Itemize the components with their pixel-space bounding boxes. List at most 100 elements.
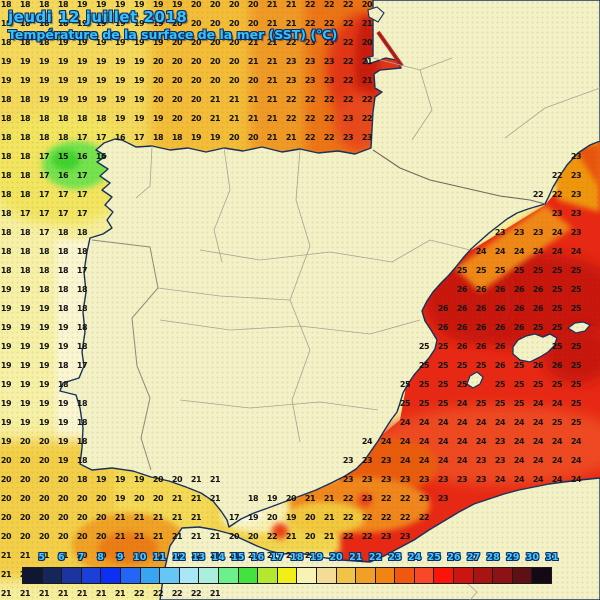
sst-value: 20 [152, 475, 164, 484]
sst-value: 25 [456, 380, 468, 389]
sst-value: 21 [266, 114, 278, 123]
sst-value: 23 [323, 38, 335, 47]
scale-segment [493, 568, 513, 583]
sst-value: 15 [57, 152, 69, 161]
scale-segment [218, 568, 239, 583]
sst-value: 22 [152, 551, 164, 560]
sst-value: 20 [171, 57, 183, 66]
sst-value: 19 [38, 304, 50, 313]
sst-value: 24 [513, 475, 525, 484]
sst-value: 18 [57, 114, 69, 123]
sst-value: 23 [285, 76, 297, 85]
sst-value: 19 [38, 418, 50, 427]
sst-value: 23 [532, 228, 544, 237]
scale-segment [356, 568, 376, 583]
sst-value: 24 [532, 418, 544, 427]
sst-value: 18 [38, 285, 50, 294]
sst-value: 18 [76, 323, 88, 332]
scale-segment [336, 568, 357, 583]
sst-value: 24 [551, 228, 563, 237]
sst-value: 18 [19, 114, 31, 123]
sst-value: 20 [209, 38, 221, 47]
sst-value: 23 [323, 76, 335, 85]
sst-value: 24 [456, 418, 468, 427]
scale-label: 10 [133, 552, 147, 563]
sst-value: 18 [0, 38, 12, 47]
scale-label: 21 [349, 552, 363, 563]
temperature-scale [22, 567, 552, 584]
sst-value: 24 [532, 475, 544, 484]
scale-segment [179, 568, 200, 583]
sst-value: 19 [133, 57, 145, 66]
sst-value: 25 [551, 342, 563, 351]
sst-value: 20 [19, 475, 31, 484]
sst-value: 19 [114, 76, 126, 85]
sst-value: 23 [361, 475, 373, 484]
sst-value: 22 [323, 0, 335, 9]
sst-value: 22 [285, 114, 297, 123]
sst-value: 26 [456, 304, 468, 313]
sst-value: 18 [38, 247, 50, 256]
scale-label: 30 [525, 552, 539, 563]
sst-value: 18 [19, 38, 31, 47]
sst-value: 24 [399, 456, 411, 465]
sst-value: 24 [570, 475, 582, 484]
scale-segment [199, 568, 219, 583]
sst-value: 19 [0, 361, 12, 370]
sst-value: 24 [570, 247, 582, 256]
sst-value: 25 [494, 380, 506, 389]
sst-value: 20 [209, 57, 221, 66]
sst-value: 22 [342, 38, 354, 47]
sst-value: 24 [570, 456, 582, 465]
scale-segment [297, 568, 317, 583]
sst-value: 19 [133, 0, 145, 9]
sst-value: 25 [494, 266, 506, 275]
sst-value: 21 [285, 0, 297, 9]
sst-value: 19 [285, 513, 297, 522]
sst-value: 21 [0, 551, 12, 560]
sst-value: 20 [171, 114, 183, 123]
sst-value: 21 [152, 513, 164, 522]
sst-value: 20 [228, 76, 240, 85]
sst-value: 26 [532, 361, 544, 370]
sst-value: 24 [513, 456, 525, 465]
sst-value: 20 [247, 532, 259, 541]
sst-value: 19 [19, 76, 31, 85]
sst-value: 26 [456, 342, 468, 351]
sst-value: 19 [57, 342, 69, 351]
sst-value: 21 [361, 57, 373, 66]
sst-value: 25 [551, 418, 563, 427]
sst-value: 21 [171, 532, 183, 541]
sst-value: 18 [0, 266, 12, 275]
sst-value: 20 [0, 494, 12, 503]
sst-value: 21 [266, 0, 278, 9]
sst-value: 19 [152, 38, 164, 47]
sst-value: 20 [190, 114, 202, 123]
sst-value: 21 [209, 494, 221, 503]
scale-segment [23, 568, 43, 583]
sst-value: 24 [513, 247, 525, 256]
sst-value: 25 [551, 266, 563, 275]
sst-value: 21 [209, 589, 221, 598]
sst-value: 19 [114, 57, 126, 66]
sst-value: 25 [475, 266, 487, 275]
sst-value: 20 [19, 494, 31, 503]
sst-value: 18 [57, 19, 69, 28]
sst-value: 21 [247, 551, 259, 560]
sst-value: 24 [456, 456, 468, 465]
sst-value: 17 [76, 133, 88, 142]
sst-value: 18 [19, 228, 31, 237]
sst-value: 25 [494, 399, 506, 408]
sst-value: 19 [0, 380, 12, 389]
mallorca-island [512, 333, 558, 363]
sst-value: 16 [57, 171, 69, 180]
sst-value: 20 [228, 57, 240, 66]
sst-value: 24 [361, 437, 373, 446]
sst-value: 21 [323, 494, 335, 503]
scale-label: 6 [57, 552, 65, 563]
sst-value: 24 [380, 437, 392, 446]
sst-value: 20 [38, 437, 50, 446]
sst-value: 20 [38, 475, 50, 484]
sst-value: 19 [76, 19, 88, 28]
